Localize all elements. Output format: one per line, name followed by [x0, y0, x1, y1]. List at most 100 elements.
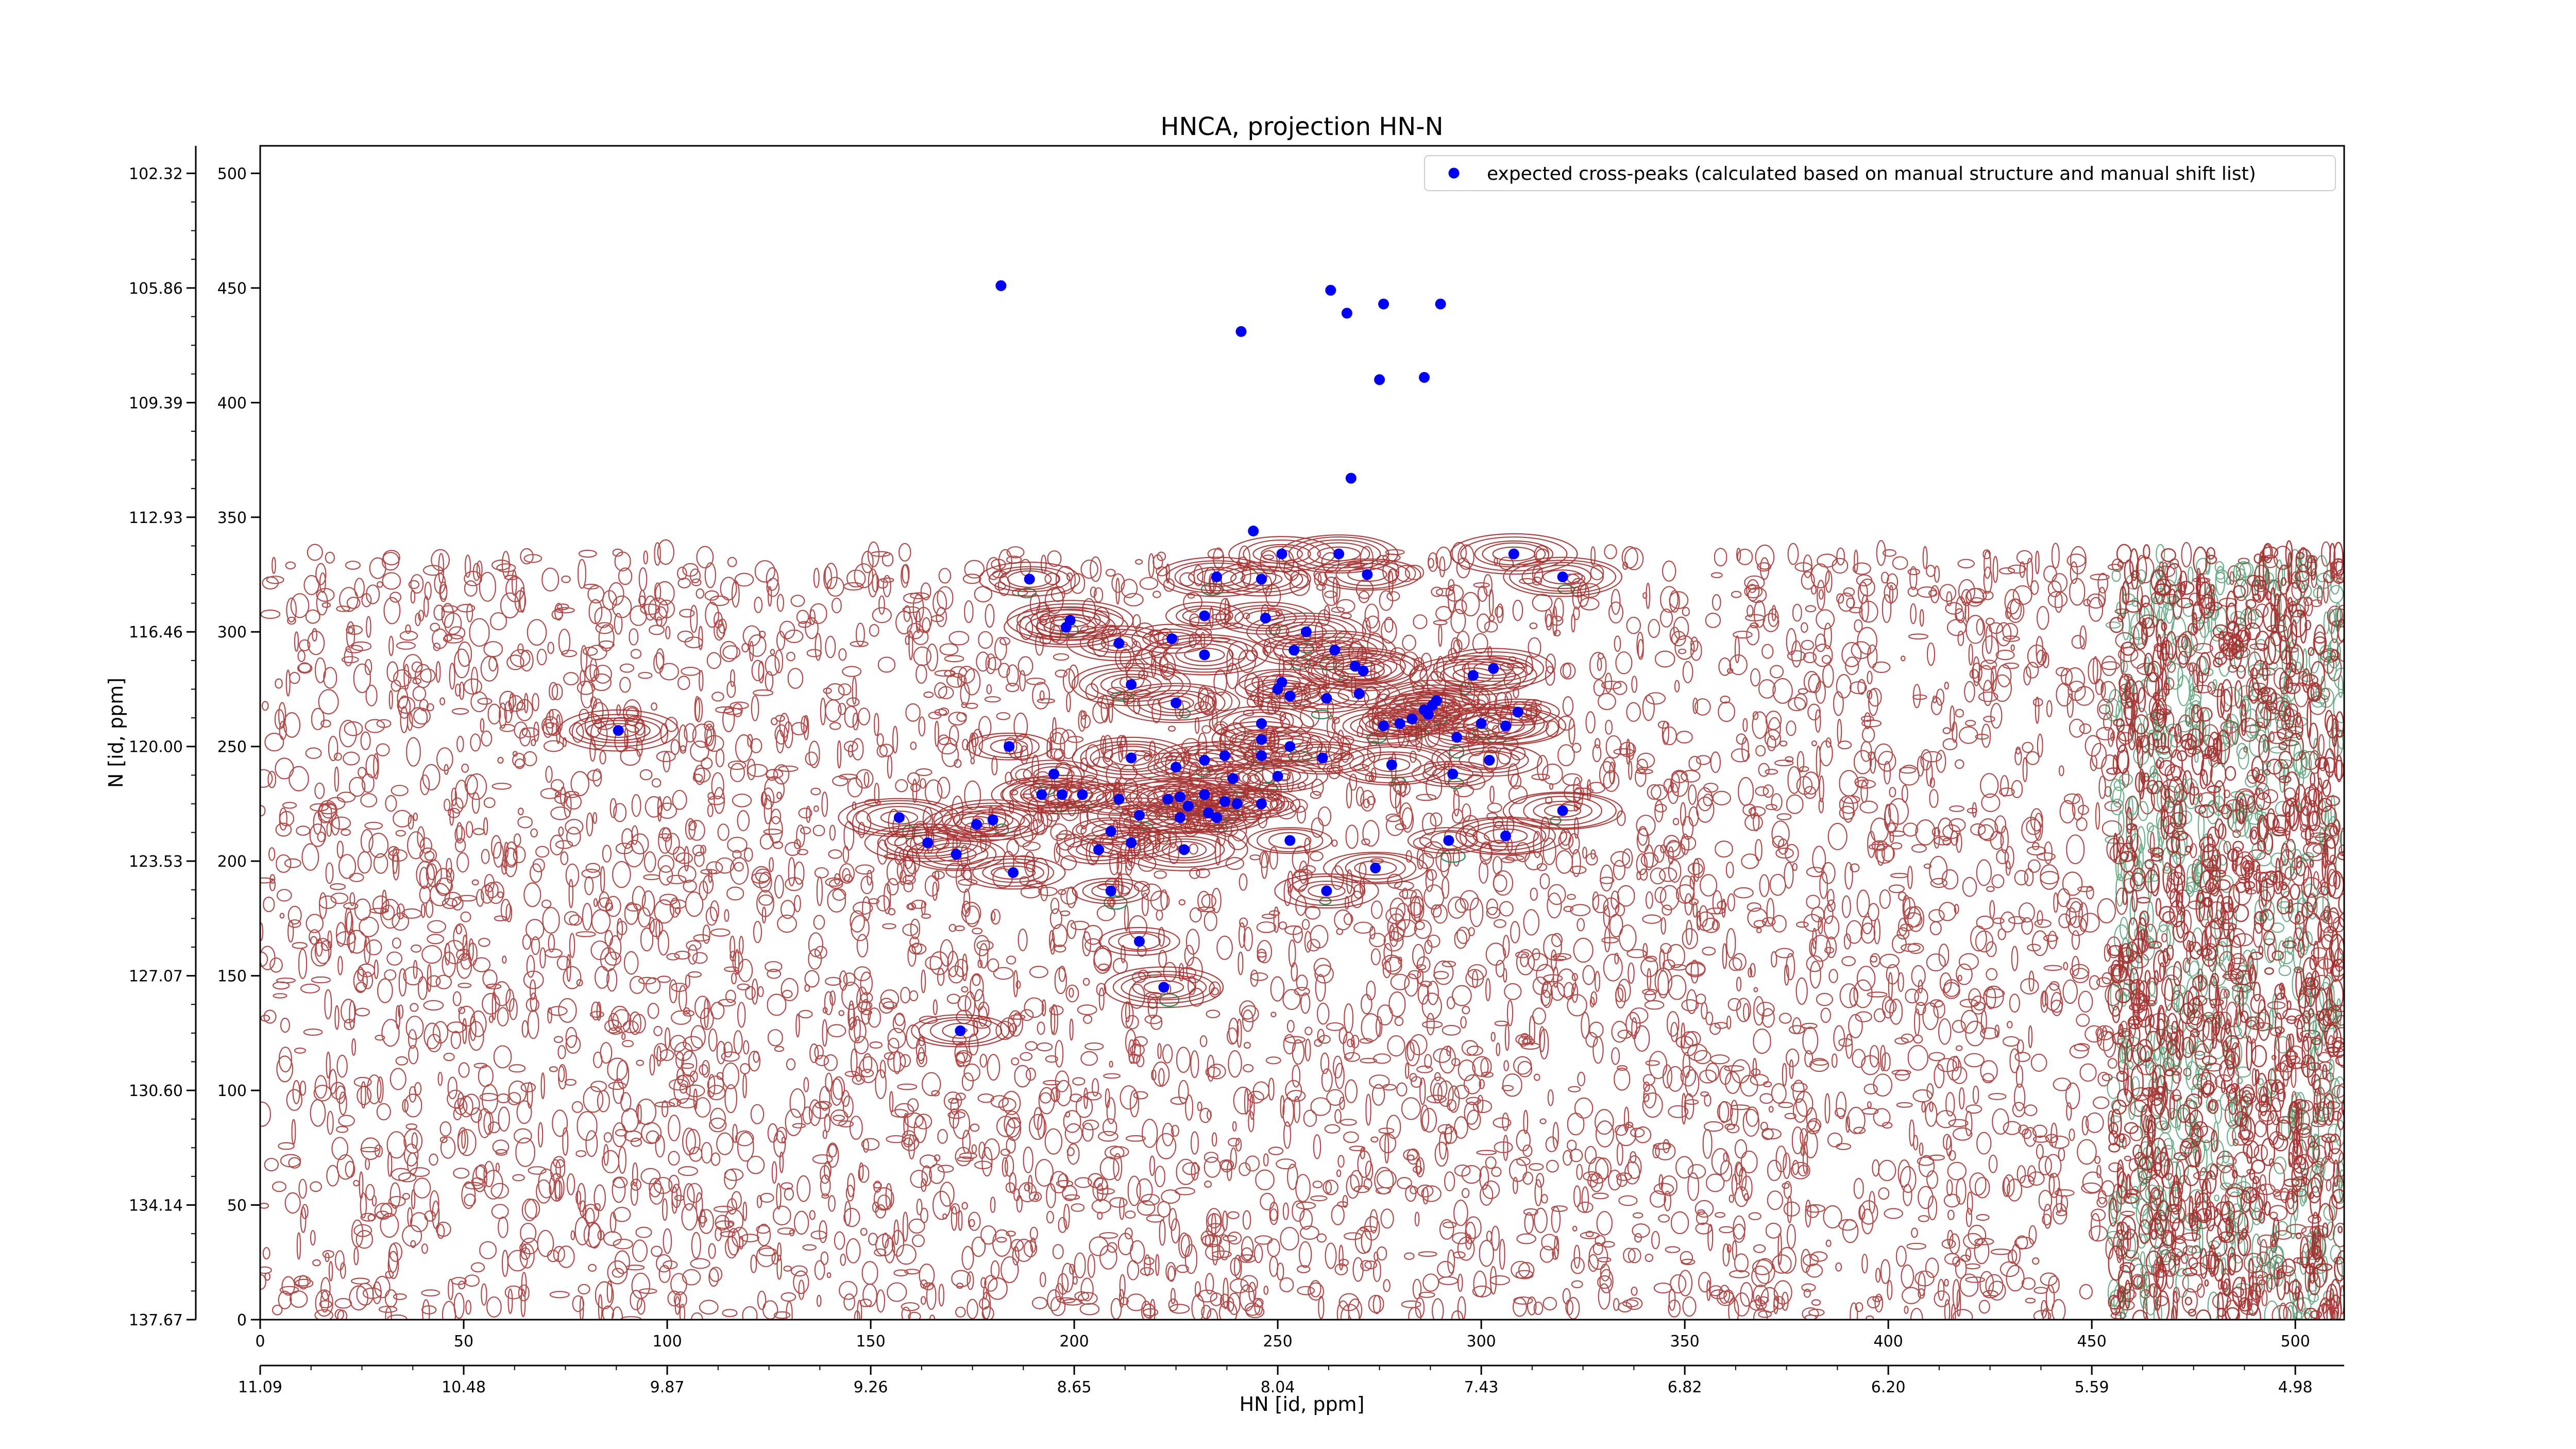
cross-peak-point	[1199, 790, 1209, 800]
y-tick-label: 200	[217, 853, 247, 871]
cross-peak-point	[1285, 691, 1295, 701]
chart-title: HNCA, projection HN-N	[1160, 112, 1443, 141]
cross-peak-point	[1114, 795, 1124, 804]
cross-peak-point	[1419, 373, 1429, 382]
cross-peak-point	[1134, 936, 1144, 946]
y-tick-label: 150	[217, 968, 247, 986]
y-ppm-tick-label: 105.86	[129, 280, 183, 298]
x-tick-label: 300	[1466, 1333, 1496, 1351]
cross-peak-point	[1171, 698, 1181, 708]
y-ppm-tick-label: 137.67	[129, 1311, 183, 1329]
cross-peak-point	[1330, 645, 1340, 655]
cross-peak-point	[1171, 762, 1181, 772]
y-ppm-tick-label: 109.39	[129, 394, 183, 412]
cross-peak-point	[1436, 299, 1446, 309]
cross-peak-point	[1232, 799, 1242, 808]
x-axis-label: HN [id, ppm]	[1240, 1393, 1365, 1416]
cross-peak-point	[1321, 886, 1331, 896]
x-tick-label: 200	[1059, 1333, 1089, 1351]
cross-peak-point	[1183, 801, 1193, 811]
cross-peak-point	[1049, 769, 1059, 779]
y-tick-label: 100	[217, 1082, 247, 1100]
x-ppm-tick-label: 9.87	[650, 1378, 685, 1396]
x-tick-label: 150	[856, 1333, 885, 1351]
legend-entry-label: expected cross-peaks (calculated based o…	[1487, 163, 2256, 184]
cross-peak-point	[1277, 549, 1287, 559]
cross-peak-point	[1004, 742, 1014, 751]
cross-peak-point	[1509, 549, 1519, 559]
cross-peak-point	[1257, 751, 1266, 761]
cross-peak-point	[1057, 790, 1067, 800]
cross-peak-point	[1008, 868, 1018, 878]
cross-peak-point	[1428, 700, 1437, 710]
y-tick-label: 400	[217, 394, 247, 412]
cross-peak-point	[1334, 549, 1344, 559]
cross-peak-point	[1175, 792, 1185, 802]
x-ppm-tick-label: 9.26	[854, 1378, 888, 1396]
x-tick-label: 100	[652, 1333, 682, 1351]
cross-peak-point	[1477, 719, 1486, 729]
cross-peak-point	[1448, 769, 1458, 779]
x-tick-label: 500	[2281, 1333, 2310, 1351]
y-tick-label: 450	[217, 280, 247, 298]
x-ppm-tick-label: 6.20	[1871, 1378, 1906, 1396]
cross-peak-point	[952, 849, 961, 859]
y-ppm-tick-label: 134.14	[129, 1197, 183, 1215]
cross-peak-point	[1359, 666, 1368, 676]
cross-peak-point	[1321, 694, 1331, 703]
cross-peak-point	[1346, 474, 1356, 483]
cross-peak-point	[1257, 735, 1266, 745]
cross-peak-point	[1318, 753, 1328, 763]
cross-peak-point	[972, 820, 981, 830]
cross-peak-point	[1354, 689, 1364, 699]
cross-peak-point	[1199, 611, 1209, 621]
legend-marker	[1449, 169, 1459, 178]
cross-peak-point	[1513, 707, 1523, 717]
cross-peak-point	[1220, 797, 1230, 806]
x-ppm-tick-label: 10.48	[442, 1378, 486, 1396]
legend-marker-point	[1449, 169, 1459, 178]
cross-peak-point	[1379, 299, 1388, 309]
cross-peak-point	[1175, 813, 1185, 822]
cross-peak-point	[1370, 863, 1380, 873]
x-ppm-tick-label: 8.65	[1057, 1378, 1092, 1396]
cross-peak-point	[1199, 755, 1209, 765]
cross-peak-point	[1342, 308, 1352, 318]
cross-peak-point	[1114, 638, 1124, 648]
cross-peak-point	[1037, 790, 1046, 800]
y-ppm-tick-label: 130.60	[129, 1082, 183, 1100]
y-tick-label: 300	[217, 624, 247, 642]
cross-peak-point	[1273, 771, 1283, 781]
cross-peak-point	[1212, 813, 1222, 822]
cross-peak-point	[988, 815, 998, 825]
cross-peak-point	[1273, 684, 1283, 694]
cross-peak-point	[1289, 645, 1299, 655]
x-tick-label: 350	[1670, 1333, 1700, 1351]
legend: expected cross-peaks (calculated based o…	[1425, 156, 2335, 191]
plot-area	[253, 146, 2351, 1333]
y-tick-label: 50	[227, 1197, 247, 1215]
cross-peak-point	[1387, 760, 1397, 770]
cross-peak-point	[1077, 790, 1087, 800]
cross-peak-point	[614, 726, 623, 735]
y-axis-label: N [id, ppm]	[105, 678, 127, 788]
cross-peak-point	[1444, 836, 1453, 846]
cross-peak-point	[996, 281, 1006, 291]
cross-peak-point	[1126, 753, 1136, 763]
cross-peak-point	[1220, 751, 1230, 761]
y-tick-label: 500	[217, 165, 247, 183]
x-ppm-tick-label: 7.43	[1464, 1378, 1499, 1396]
cross-peak-point	[1484, 755, 1494, 765]
y-ppm-tick-label: 127.07	[129, 968, 183, 986]
x-ppm-tick-label: 11.09	[238, 1378, 282, 1396]
cross-peak-point	[955, 1026, 965, 1036]
cross-peak-point	[1199, 650, 1209, 660]
cross-peak-point	[1423, 710, 1433, 719]
cross-peak-point	[894, 813, 904, 822]
cross-peak-point	[1257, 719, 1266, 729]
cross-peak-point	[1407, 714, 1417, 724]
cross-peak-point	[1558, 806, 1568, 816]
y-ppm-tick-label: 102.32	[129, 165, 183, 183]
cross-peak-point	[1061, 622, 1071, 632]
x-ppm-tick-label: 5.59	[2075, 1378, 2109, 1396]
